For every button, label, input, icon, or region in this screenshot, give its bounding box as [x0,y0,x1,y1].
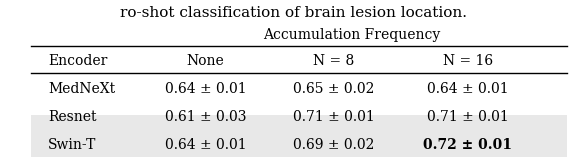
Text: None: None [187,54,224,68]
Text: ro-shot classification of brain lesion location.: ro-shot classification of brain lesion l… [120,6,466,20]
Text: 0.72 ± 0.01: 0.72 ± 0.01 [424,138,513,152]
Text: 0.64 ± 0.01: 0.64 ± 0.01 [165,82,246,96]
Text: 0.61 ± 0.03: 0.61 ± 0.03 [165,110,246,124]
Text: Swin-T: Swin-T [48,138,97,152]
Text: Accumulation Frequency: Accumulation Frequency [263,28,440,42]
Text: 0.71 ± 0.01: 0.71 ± 0.01 [293,110,374,124]
Text: 0.69 ± 0.02: 0.69 ± 0.02 [293,138,374,152]
Text: 0.71 ± 0.01: 0.71 ± 0.01 [427,110,509,124]
Text: MedNeXt: MedNeXt [48,82,115,96]
FancyBboxPatch shape [30,115,567,158]
Text: Encoder: Encoder [48,54,107,68]
Text: 0.65 ± 0.02: 0.65 ± 0.02 [293,82,374,96]
Text: Resnet: Resnet [48,110,97,124]
Text: 0.64 ± 0.01: 0.64 ± 0.01 [165,138,246,152]
Text: N = 8: N = 8 [313,54,355,68]
Text: 0.64 ± 0.01: 0.64 ± 0.01 [427,82,509,96]
Text: N = 16: N = 16 [443,54,493,68]
